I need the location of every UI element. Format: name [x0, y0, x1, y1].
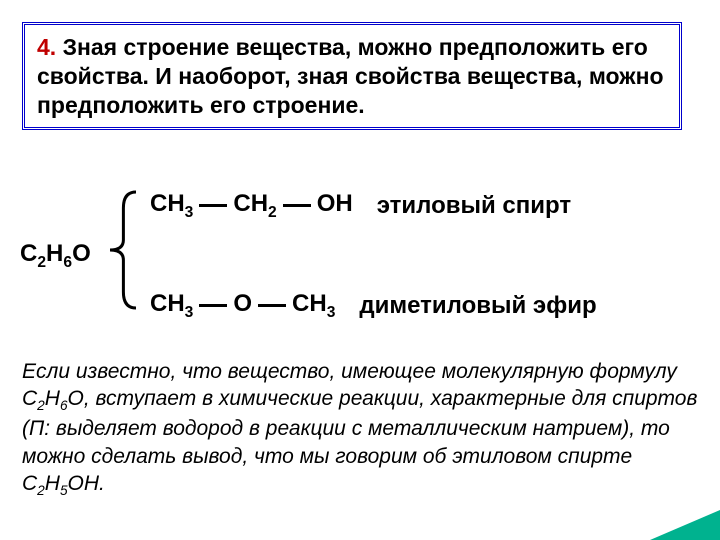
- group-1a: СН3: [150, 190, 193, 222]
- compound-name-1: этиловый спирт: [377, 192, 571, 220]
- group-1b: СН2: [233, 190, 276, 222]
- para-mid: , вступает в химические реакции, характе…: [22, 387, 697, 467]
- brace-icon: [108, 190, 136, 310]
- explanation-paragraph: Если известно, что вещество, имеющее мол…: [22, 358, 698, 500]
- structure-row-2: СН3 О СН3 диметиловый эфир: [150, 290, 597, 322]
- bond-2b: [258, 304, 286, 307]
- group-2c: СН3: [292, 290, 335, 322]
- theory-number: 4.: [37, 34, 56, 60]
- theory-box: 4. Зная строение вещества, можно предпол…: [22, 22, 682, 130]
- para-before: Если известно, что вещество, имеющее мол…: [22, 360, 677, 383]
- brace-path: [110, 192, 136, 308]
- group-2a: СН3: [150, 290, 193, 322]
- para-after: .: [99, 472, 105, 495]
- corner-decoration: [650, 510, 720, 540]
- molecular-formula: С2Н6О: [20, 240, 91, 272]
- group-1c: ОН: [317, 190, 353, 222]
- para-formula-2: С2Н5ОН: [22, 472, 99, 495]
- theory-body: Зная строение вещества, можно предположи…: [37, 34, 664, 118]
- structure-row-1: СН3 СН2 ОН этиловый спирт: [150, 190, 571, 222]
- group-2b: О: [233, 290, 252, 322]
- para-formula-1: С2Н6О: [22, 387, 84, 410]
- theory-text: 4. Зная строение вещества, можно предпол…: [37, 33, 667, 119]
- bond-2a: [199, 304, 227, 307]
- compound-name-2: диметиловый эфир: [359, 292, 596, 320]
- bond-1a: [199, 204, 227, 207]
- bond-1b: [283, 204, 311, 207]
